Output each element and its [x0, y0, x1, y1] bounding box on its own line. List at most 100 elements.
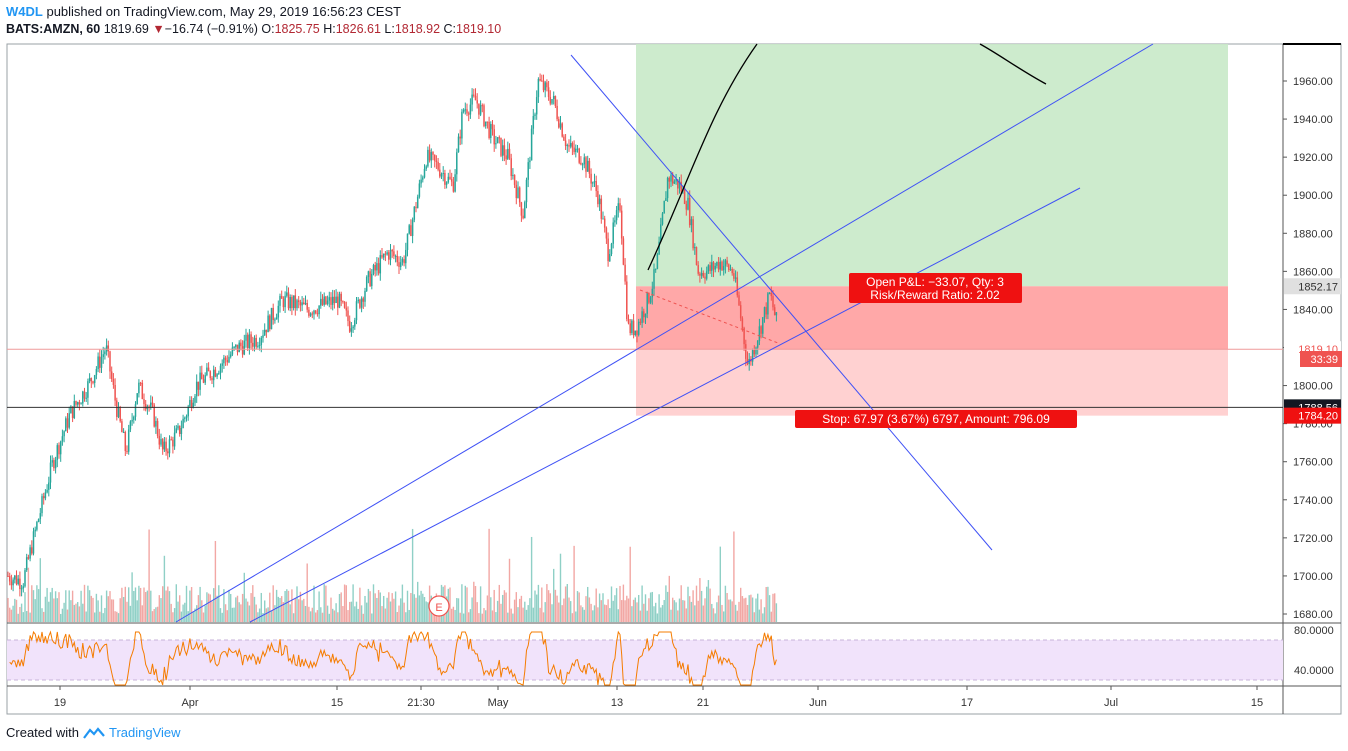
volume-bar — [315, 612, 317, 622]
candle-body — [705, 271, 708, 279]
candle-body — [615, 210, 618, 221]
candle-body — [495, 143, 497, 145]
candle-body — [530, 128, 533, 161]
candle-body — [301, 302, 303, 306]
candle-body — [253, 337, 256, 347]
candle-body — [241, 346, 244, 355]
volume-bar — [629, 546, 631, 622]
volume-bar — [731, 601, 733, 622]
author-name[interactable]: W4DL — [6, 4, 43, 19]
earnings-marker-label: E — [435, 602, 442, 614]
candle-body — [59, 441, 62, 455]
volume-bar — [598, 593, 601, 622]
x-tick-label: Apr — [181, 697, 198, 709]
candle-body — [532, 115, 535, 129]
candle-body — [583, 157, 586, 165]
candle-body — [592, 182, 594, 184]
volume-bar — [614, 595, 616, 622]
volume-bar — [648, 598, 650, 622]
candle-body — [408, 225, 410, 234]
volume-bar — [153, 609, 155, 622]
volume-bar — [99, 611, 101, 622]
volume-bar — [639, 610, 642, 622]
volume-bar — [712, 608, 715, 622]
candle-body — [535, 97, 538, 115]
candle-body — [734, 277, 737, 279]
candle-body — [639, 321, 642, 323]
candle-body — [542, 80, 545, 91]
y-tick-label: 1900.00 — [1293, 190, 1333, 202]
candle-body — [58, 445, 60, 455]
candle-body — [82, 391, 84, 404]
volume-bar — [145, 592, 147, 622]
candle-body — [357, 299, 359, 302]
candle-body — [512, 174, 514, 177]
candle-body — [459, 136, 461, 139]
volume-bar — [400, 598, 402, 622]
candle-body — [525, 179, 528, 203]
candle-body — [248, 334, 251, 349]
candle-body — [755, 347, 757, 355]
volume-bar — [532, 607, 534, 622]
volume-bar — [60, 613, 62, 622]
volume-bar — [377, 590, 380, 622]
volume-bar — [763, 607, 766, 622]
volume-bar — [751, 597, 754, 622]
volume-bar — [469, 609, 472, 622]
volume-bar — [349, 601, 351, 622]
candle-body — [32, 531, 35, 554]
candle-body — [450, 179, 453, 182]
candle-body — [571, 143, 574, 148]
volume-bar — [592, 610, 594, 622]
volume-bar — [360, 605, 363, 622]
volume-bar — [218, 585, 220, 622]
candle-body — [204, 375, 206, 383]
candle-body — [255, 337, 257, 347]
volume-bar — [264, 600, 266, 622]
candle-body — [316, 313, 319, 315]
candle-body — [398, 262, 400, 267]
candle-body — [513, 174, 516, 185]
volume-bar — [248, 605, 251, 622]
candle-body — [711, 262, 713, 271]
volume-bar — [333, 610, 336, 622]
volume-bar — [90, 595, 92, 622]
candle-body — [260, 337, 263, 345]
candle-body — [597, 191, 599, 205]
candle-body — [272, 307, 274, 321]
volume-bar — [66, 609, 69, 622]
volume-bar — [277, 596, 279, 622]
change-arrow: ▼ — [152, 22, 165, 36]
candle-body — [529, 160, 531, 163]
volume-bar — [527, 605, 529, 622]
volume-bar — [267, 607, 269, 622]
volume-bar — [551, 604, 553, 622]
candle-body — [551, 99, 553, 104]
candle-body — [653, 269, 655, 289]
volume-bar — [748, 595, 750, 622]
volume-bar — [238, 602, 240, 622]
y-tick-label: 1740.00 — [1293, 495, 1333, 507]
volume-bar — [381, 606, 383, 622]
candle-body — [320, 298, 322, 306]
candle-body — [71, 406, 74, 418]
candle-body — [218, 373, 220, 375]
rsi-line — [9, 630, 777, 686]
volume-bar — [117, 613, 120, 622]
volume-bar — [479, 586, 482, 622]
candle-body — [670, 174, 672, 182]
volume-bar — [566, 584, 568, 622]
volume-bar — [394, 591, 397, 622]
volume-bar — [641, 585, 643, 622]
volume-bar — [29, 612, 31, 622]
volume-bar — [71, 590, 74, 622]
brand-name[interactable]: TradingView — [108, 725, 181, 740]
candle-body — [405, 249, 407, 264]
volume-bar — [100, 595, 103, 622]
candle-body — [685, 203, 688, 210]
candle-body — [122, 432, 125, 434]
volume-bar — [434, 611, 436, 622]
volume-bar — [320, 607, 322, 622]
candle-body — [569, 143, 572, 147]
